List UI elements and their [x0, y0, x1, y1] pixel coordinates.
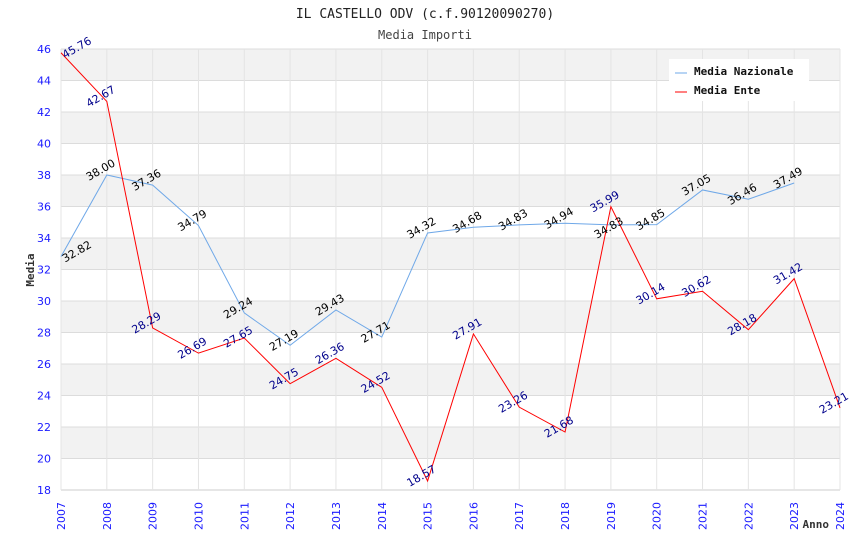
legend: Media Nazionale Media Ente	[669, 59, 809, 101]
x-tick-label: 2021	[697, 502, 710, 530]
x-tick-label: 2017	[513, 502, 526, 530]
y-tick-label: 28	[37, 327, 51, 340]
data-label: 26.36	[313, 340, 347, 367]
grid-band	[61, 112, 840, 144]
series-line-nazionale	[60, 174, 795, 346]
x-tick-label: 2012	[284, 502, 297, 530]
legend-label-ente: Media Ente	[694, 84, 761, 97]
x-tick-label: 2019	[605, 502, 618, 530]
x-tick-label: 2015	[422, 502, 435, 530]
x-tick-label: 2024	[834, 502, 847, 530]
x-tick-label: 2018	[559, 502, 572, 530]
data-label: 34.68	[450, 209, 484, 236]
grid-band	[61, 427, 840, 459]
y-tick-label: 26	[37, 358, 51, 371]
y-tick-label: 30	[37, 295, 51, 308]
series-line-ente	[60, 52, 841, 483]
y-tick-label: 20	[37, 453, 51, 466]
y-tick-label: 42	[37, 106, 51, 119]
y-tick-label: 44	[37, 75, 51, 88]
y-tick-label: 18	[37, 484, 51, 497]
x-tick-label: 2020	[651, 502, 664, 530]
x-tick-label: 2013	[330, 502, 343, 530]
y-tick-label: 38	[37, 169, 51, 182]
data-label: 26.69	[175, 335, 209, 362]
data-label: 18.57	[405, 463, 439, 490]
chart-title: IL CASTELLO ODV (c.f.90120090270)	[296, 7, 554, 22]
data-label: 34.85	[634, 206, 668, 233]
x-tick-label: 2023	[788, 502, 801, 530]
x-tick-label: 2011	[238, 502, 251, 530]
y-tick-label: 36	[37, 201, 51, 214]
grid-band	[61, 364, 840, 396]
y-tick-label: 24	[37, 390, 51, 403]
y-tick-label: 22	[37, 421, 51, 434]
data-label: 34.94	[542, 205, 576, 232]
data-label: 34.83	[496, 207, 530, 234]
grid-band	[61, 175, 840, 207]
x-tick-label: 2014	[376, 502, 389, 530]
x-tick-label: 2009	[147, 502, 160, 530]
y-tick-label: 46	[37, 43, 51, 56]
x-tick-label: 2022	[742, 502, 755, 530]
x-axis-label: Anno	[803, 518, 830, 531]
x-tick-label: 2008	[101, 502, 114, 530]
y-axis-label: Media	[24, 253, 37, 286]
y-tick-label: 40	[37, 138, 51, 151]
data-label: 34.79	[175, 207, 209, 234]
legend-label-nazionale: Media Nazionale	[694, 65, 794, 78]
chart-subtitle: Media Importi	[378, 28, 472, 42]
x-tick-label: 2010	[192, 502, 205, 530]
x-tick-label: 2007	[55, 502, 68, 530]
x-tick-label: 2016	[467, 502, 480, 530]
grid-band	[61, 301, 840, 333]
y-tick-label: 34	[37, 232, 51, 245]
data-label: 42.67	[84, 83, 118, 110]
y-tick-label: 32	[37, 264, 51, 277]
grid-band	[61, 238, 840, 270]
